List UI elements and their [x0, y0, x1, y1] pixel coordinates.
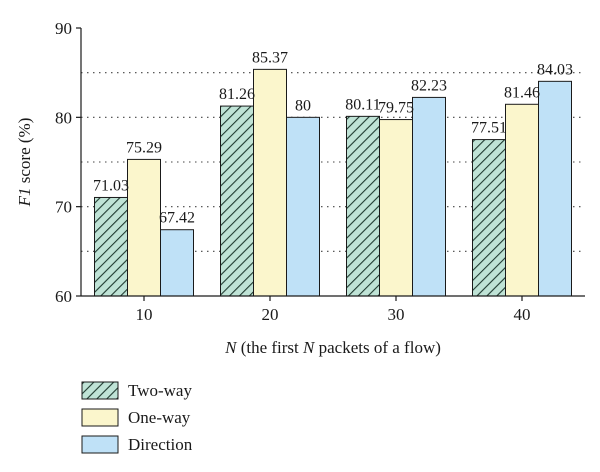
y-tick-label: 60	[55, 287, 72, 306]
data-label: 67.42	[159, 210, 195, 227]
data-label: 79.75	[378, 100, 414, 117]
bar-direction-40	[538, 80, 572, 297]
x-axis-title: N (the first N packets of a flow)	[224, 338, 441, 357]
legend-label: One-way	[128, 408, 191, 427]
data-label: 81.26	[219, 86, 255, 103]
legend-label: Two-way	[128, 381, 192, 400]
x-tick-label: 10	[136, 305, 153, 324]
data-label: 84.03	[537, 61, 573, 78]
bar-one-way-40	[505, 103, 539, 297]
bar-one-way-20	[253, 68, 287, 297]
bar-direction-20	[286, 116, 320, 297]
y-ticks-group: 60 70 80 90	[55, 19, 81, 306]
data-label: 77.51	[471, 120, 507, 137]
bars-group	[94, 68, 572, 297]
bar-two-way-40	[472, 139, 506, 297]
data-label: 81.46	[504, 84, 540, 101]
y-tick-label: 80	[55, 108, 72, 127]
x-tick-label: 30	[388, 305, 405, 324]
legend: Two-way One-way Direction	[81, 381, 193, 454]
bar-two-way-30	[346, 115, 380, 297]
bar-direction-30	[412, 96, 446, 297]
y-tick-label: 70	[55, 198, 72, 217]
x-ticks-group: 10 20 30 40	[136, 296, 531, 324]
data-label: 85.37	[252, 49, 288, 66]
data-label: 80.11	[345, 96, 380, 113]
data-label: 80	[295, 97, 311, 114]
y-tick-label: 90	[55, 19, 72, 38]
data-label: 71.03	[93, 177, 129, 194]
bar-two-way-10	[94, 196, 128, 297]
x-tick-label: 40	[514, 305, 531, 324]
x-tick-label: 20	[262, 305, 279, 324]
bar-one-way-30	[379, 119, 413, 297]
legend-swatch-direction	[81, 435, 119, 454]
data-label: 82.23	[411, 77, 447, 94]
bar-two-way-20	[220, 105, 254, 297]
bar-direction-10	[160, 229, 194, 297]
legend-label: Direction	[128, 435, 193, 454]
legend-swatch-two-way	[81, 381, 119, 400]
legend-swatch-one-way	[81, 408, 119, 427]
y-axis-title: F1 score (%)	[15, 118, 34, 208]
bar-one-way-10	[127, 158, 161, 297]
data-label: 75.29	[126, 139, 162, 156]
